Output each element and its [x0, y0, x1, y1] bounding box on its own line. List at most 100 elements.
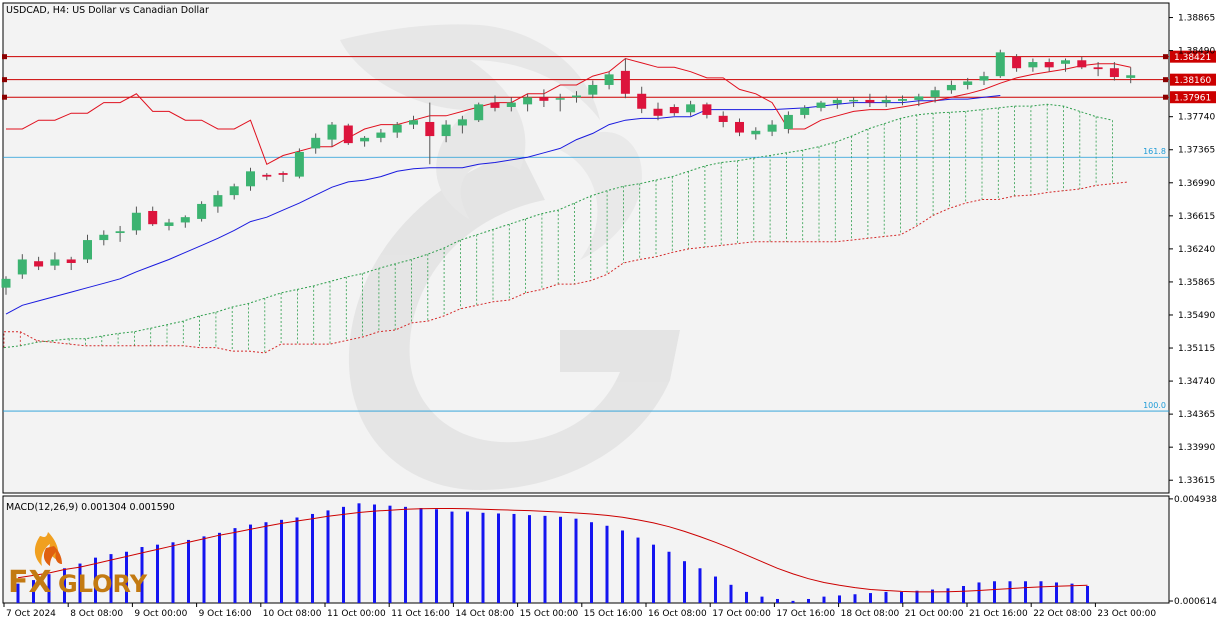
- candle[interactable]: [1, 276, 11, 295]
- candle[interactable]: [197, 201, 207, 222]
- candle[interactable]: [294, 148, 304, 179]
- candle[interactable]: [17, 254, 27, 279]
- macd-histogram-bar: [838, 595, 841, 603]
- candle[interactable]: [946, 80, 956, 94]
- macd-histogram-bar: [295, 517, 299, 603]
- macd-histogram-bar: [140, 547, 144, 603]
- candle[interactable]: [99, 230, 109, 246]
- candle[interactable]: [979, 71, 989, 85]
- candle-body: [800, 107, 810, 115]
- candle[interactable]: [572, 91, 581, 103]
- candle[interactable]: [800, 105, 810, 119]
- candle[interactable]: [849, 97, 859, 107]
- candle[interactable]: [1077, 56, 1087, 70]
- level-anchor-marker[interactable]: [1163, 94, 1168, 100]
- level-anchor-marker[interactable]: [2, 77, 7, 83]
- candle[interactable]: [441, 120, 451, 143]
- candle[interactable]: [131, 206, 141, 235]
- candle[interactable]: [474, 102, 484, 122]
- macd-histogram-bar: [202, 536, 206, 603]
- candle-body: [751, 130, 761, 135]
- candle-body: [392, 124, 402, 133]
- candle[interactable]: [881, 95, 891, 107]
- macd-histogram-bar: [528, 515, 531, 603]
- level-anchor-marker[interactable]: [2, 94, 7, 100]
- time-tick-label: 16 Oct 08:00: [648, 609, 707, 619]
- candle[interactable]: [620, 58, 630, 99]
- candle[interactable]: [164, 218, 174, 231]
- candle[interactable]: [50, 252, 60, 271]
- macd-histogram-bar: [109, 554, 113, 603]
- candle[interactable]: [409, 115, 418, 130]
- candle[interactable]: [34, 256, 44, 271]
- candle[interactable]: [1093, 62, 1103, 77]
- candle[interactable]: [523, 93, 533, 112]
- candle[interactable]: [1044, 58, 1054, 72]
- candle[interactable]: [66, 256, 76, 271]
- candle[interactable]: [180, 215, 190, 228]
- candle[interactable]: [246, 167, 255, 191]
- candle[interactable]: [425, 102, 435, 165]
- candle[interactable]: [963, 77, 973, 90]
- candle[interactable]: [457, 115, 467, 134]
- macd-series: [16, 503, 1089, 603]
- level-anchor-marker[interactable]: [1163, 54, 1168, 60]
- candle[interactable]: [669, 104, 679, 116]
- candle[interactable]: [718, 111, 728, 128]
- candle[interactable]: [604, 71, 614, 90]
- candle[interactable]: [767, 120, 777, 137]
- candle[interactable]: [1126, 67, 1136, 84]
- candle[interactable]: [914, 93, 924, 107]
- candle[interactable]: [376, 129, 386, 143]
- candle[interactable]: [392, 121, 402, 138]
- candle[interactable]: [686, 100, 696, 116]
- candle[interactable]: [83, 234, 92, 263]
- candle[interactable]: [865, 93, 875, 107]
- candle-body: [539, 97, 549, 101]
- candle[interactable]: [735, 118, 744, 137]
- candle-body: [783, 114, 793, 130]
- candle[interactable]: [995, 49, 1005, 78]
- price-tick-label: 1.33615: [1178, 476, 1215, 486]
- macd-histogram-bar: [388, 505, 392, 603]
- time-tick-label: 11 Oct 00:00: [327, 609, 386, 619]
- candle[interactable]: [490, 95, 500, 112]
- candle[interactable]: [898, 95, 907, 106]
- candle[interactable]: [539, 89, 549, 107]
- candle[interactable]: [637, 86, 647, 114]
- candle[interactable]: [311, 133, 321, 154]
- candle[interactable]: [343, 123, 353, 145]
- candle[interactable]: [653, 102, 663, 121]
- candle[interactable]: [148, 206, 158, 226]
- candle[interactable]: [555, 93, 565, 112]
- candle[interactable]: [327, 121, 337, 147]
- macd-histogram-bar: [435, 509, 438, 603]
- candle[interactable]: [115, 225, 125, 242]
- candle[interactable]: [751, 127, 761, 140]
- candle-body: [229, 186, 239, 196]
- candle[interactable]: [930, 86, 940, 103]
- candle[interactable]: [588, 80, 598, 99]
- candle[interactable]: [1012, 54, 1022, 72]
- macd-histogram-bar: [311, 513, 314, 603]
- candle[interactable]: [213, 190, 223, 213]
- candle[interactable]: [229, 183, 239, 200]
- candle-body: [131, 212, 141, 231]
- candle[interactable]: [360, 136, 370, 147]
- candle[interactable]: [832, 98, 842, 109]
- macd-histogram-bar: [218, 532, 221, 603]
- candle[interactable]: [702, 102, 712, 119]
- candle[interactable]: [278, 171, 288, 182]
- candle[interactable]: [816, 100, 826, 112]
- level-anchor-marker[interactable]: [1163, 77, 1168, 83]
- level-anchor-marker[interactable]: [2, 54, 7, 60]
- candle[interactable]: [1061, 58, 1070, 72]
- candle[interactable]: [1028, 58, 1038, 72]
- candle[interactable]: [506, 97, 516, 112]
- candle-body: [572, 95, 581, 98]
- candle[interactable]: [783, 111, 793, 134]
- candle[interactable]: [262, 173, 272, 181]
- macd-histogram-bar: [1070, 583, 1074, 603]
- candle[interactable]: [1109, 62, 1119, 81]
